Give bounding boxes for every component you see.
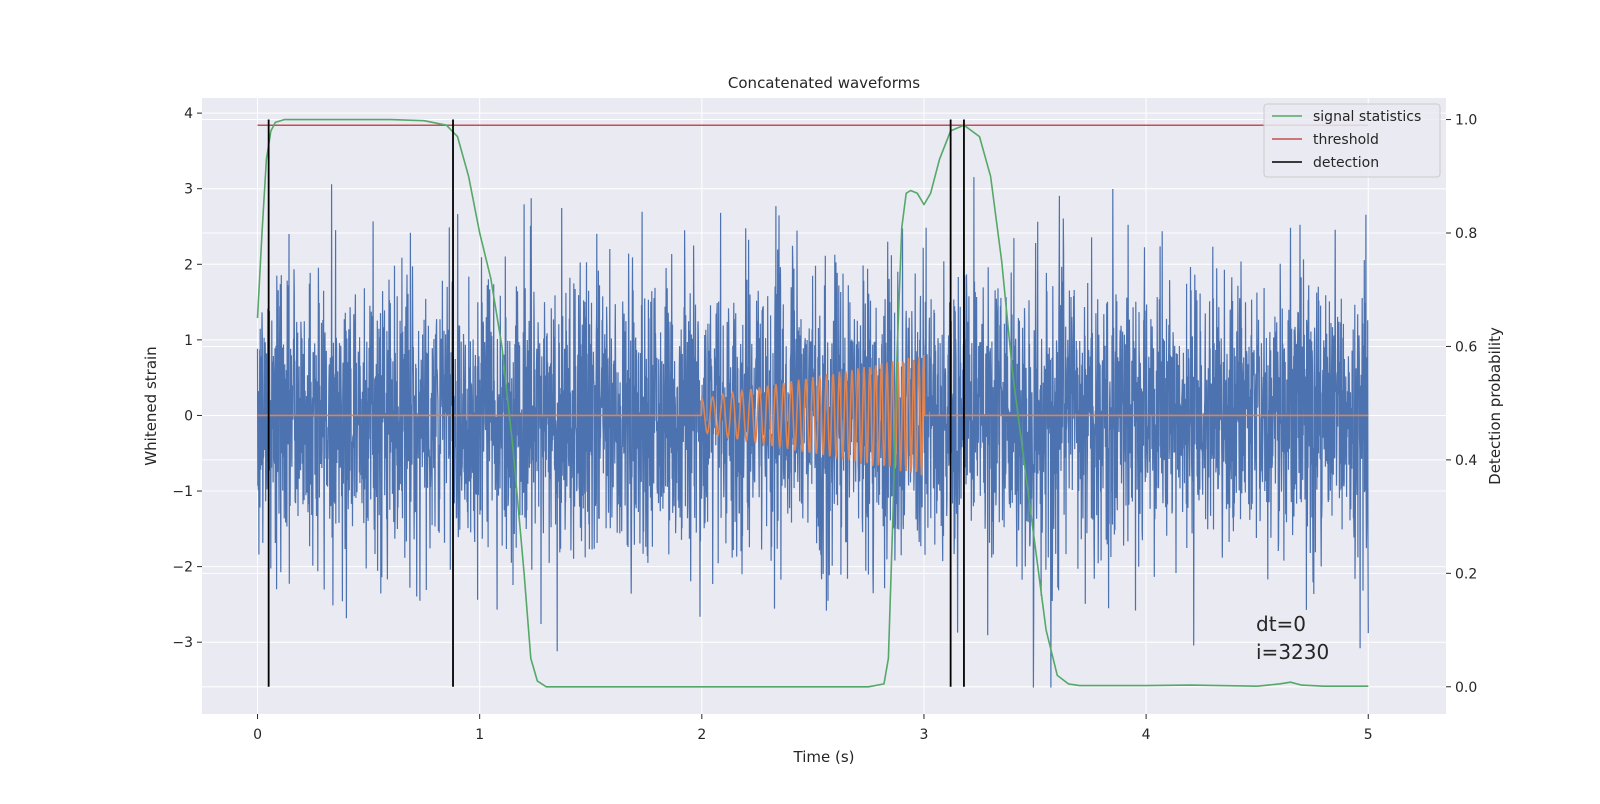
annotation-index: i=3230 — [1256, 640, 1329, 664]
x-tick-label: 0 — [253, 727, 262, 743]
x-tick-label: 3 — [920, 727, 929, 743]
y-tick-label: −2 — [172, 560, 193, 576]
axes-layer: 0 1 2 3 4 5 −3 −2 −1 0 1 2 3 4 0.0 0.2 0.4 0.6 0.8 1.0 — [172, 106, 1477, 743]
x-tick-label: 4 — [1142, 727, 1151, 743]
y2-tick-label: 0.0 — [1455, 680, 1477, 696]
y2-axis-label: Detection probability — [1486, 327, 1504, 485]
x-tick-label: 2 — [697, 727, 706, 743]
series-signal-statistics-line — [256, 118, 1369, 688]
legend-label-detection: detection — [1313, 155, 1379, 171]
series-strain-line — [256, 177, 1369, 688]
y-tick-label: 4 — [184, 106, 193, 122]
chart-title: Concatenated waveforms — [728, 74, 920, 92]
legend-label-signal-statistics: signal statistics — [1313, 109, 1421, 125]
legend-box — [1263, 103, 1441, 178]
y2-tick-label: 0.8 — [1455, 226, 1477, 242]
x-axis-label: Time (s) — [793, 748, 855, 766]
y-axis-label: Whitened strain — [142, 346, 160, 465]
series-chirp-line — [257, 354, 1369, 476]
y-tick-label: −1 — [172, 484, 193, 500]
x-tick-label: 1 — [475, 727, 484, 743]
y2-tick-label: 1.0 — [1455, 113, 1477, 129]
y2-tick-label: 0.4 — [1455, 453, 1477, 469]
y-tick-label: 3 — [184, 182, 193, 198]
y2-tick-label: 0.6 — [1455, 339, 1477, 355]
y-tick-label: 1 — [184, 333, 193, 349]
y-tick-label: 2 — [184, 257, 193, 273]
annotation-dt: dt=0 — [1256, 612, 1306, 636]
legend-label-threshold: threshold — [1313, 132, 1379, 148]
data-layer — [256, 118, 1369, 688]
x-tick-label: 5 — [1364, 727, 1373, 743]
y-tick-label: −3 — [172, 635, 193, 651]
y-tick-label: 0 — [184, 408, 193, 424]
legend: signal statistics threshold detection — [1263, 103, 1441, 178]
y2-tick-label: 0.2 — [1455, 566, 1477, 582]
